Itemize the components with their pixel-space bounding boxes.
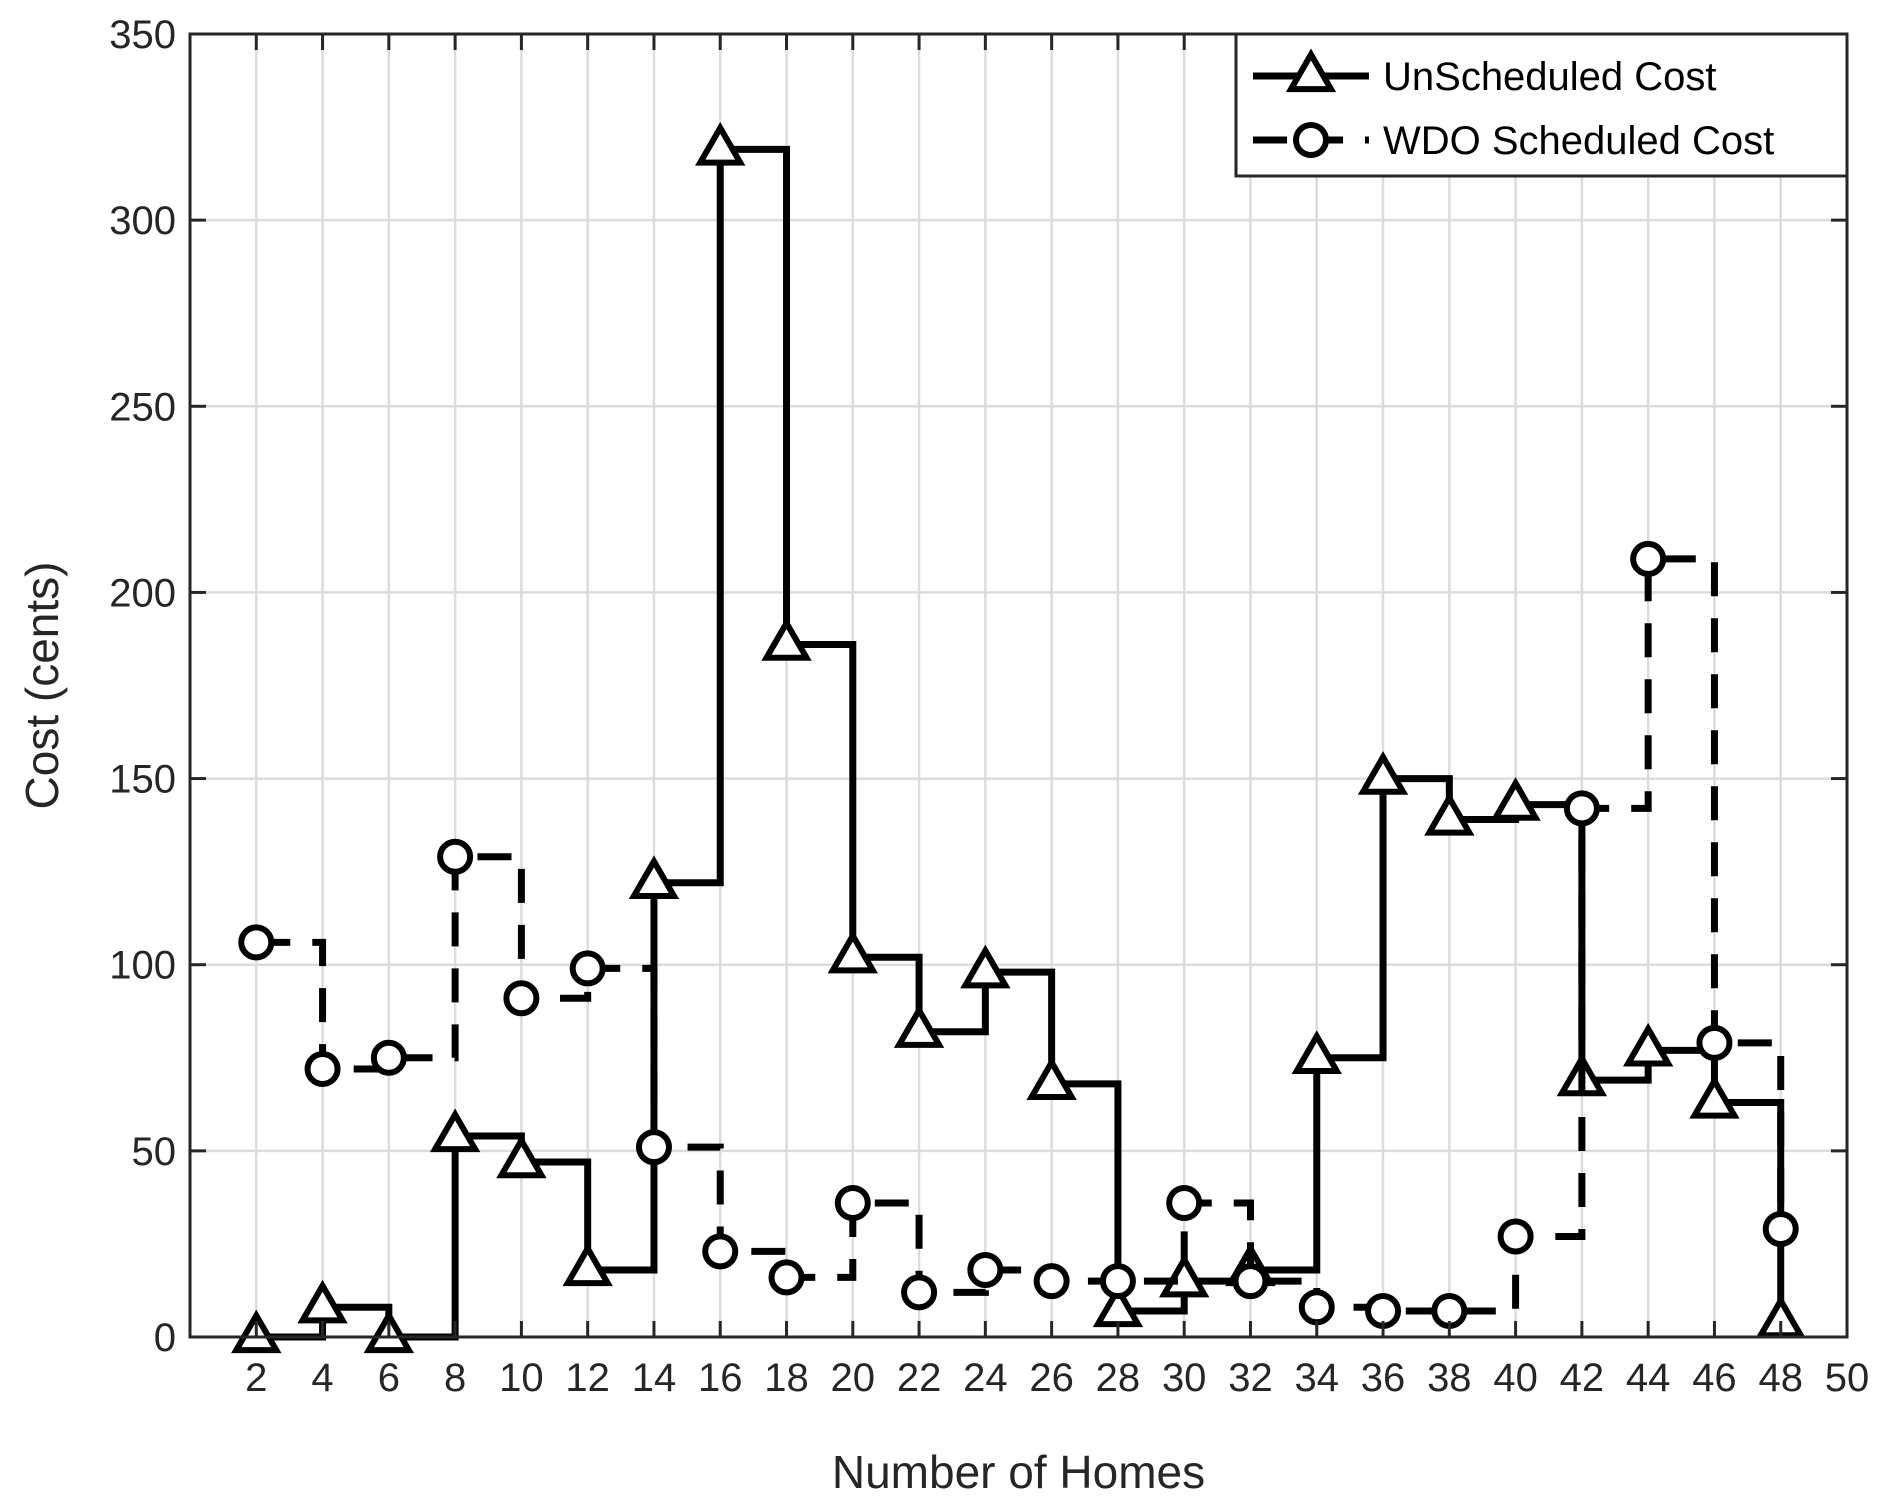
legend-label: UnScheduled Cost [1383, 55, 1717, 99]
y-tick-labels: 0 50 100 150 200 250 300 350 [109, 13, 176, 1360]
y-tick-label: 250 [109, 385, 176, 429]
legend-box [1234, 32, 1849, 178]
triangle-marker [761, 617, 812, 661]
circle-marker [768, 1259, 805, 1296]
x-tick-label: 22 [897, 1356, 942, 1400]
series-line [256, 555, 1785, 1315]
y-tick-label: 50 [132, 1130, 177, 1174]
circle-marker [702, 1233, 739, 1270]
x-tick-label: 14 [632, 1356, 677, 1400]
circle-marker [1762, 1211, 1799, 1248]
y-tick-label: 200 [109, 571, 176, 615]
x-tick-label: 4 [311, 1356, 333, 1400]
triangle-marker [1424, 792, 1475, 836]
x-tick-label: 36 [1361, 1356, 1406, 1400]
x-tick-label: 6 [378, 1356, 400, 1400]
triangle-marker [1490, 777, 1541, 821]
circle-marker [503, 980, 540, 1017]
x-tick-label: 18 [764, 1356, 809, 1400]
x-tick-label: 26 [1029, 1356, 1074, 1400]
legend-triangle-marker [1285, 48, 1337, 93]
circle-marker [1099, 1263, 1136, 1300]
x-tick-label: 34 [1295, 1356, 1340, 1400]
series-lines [231, 121, 1806, 1354]
plot-frame [188, 32, 1849, 1339]
x-tick-label: 38 [1427, 1356, 1472, 1400]
y-axis-label: Cost (cents) [16, 562, 68, 810]
x-tick-label: 42 [1560, 1356, 1605, 1400]
legend-circle-marker [1293, 122, 1329, 158]
circle-marker [1696, 1024, 1733, 1061]
circle-marker [1630, 540, 1667, 577]
y-tick-label: 350 [109, 13, 176, 57]
triangle-marker [827, 929, 878, 974]
y-tick-label: 150 [109, 758, 176, 802]
circle-marker [635, 1129, 672, 1166]
triangle-marker [960, 944, 1011, 989]
x-tick-label: 24 [963, 1356, 1008, 1400]
circle-marker [901, 1274, 938, 1311]
circle-marker [1563, 790, 1600, 827]
x-tick-label: 20 [831, 1356, 876, 1400]
x-tick-labels: 2 4 6 8 10 12 14 16 18 20 22 24 26 28 30 32 34 36 38 40 42 44… [245, 1356, 1869, 1400]
x-tick-label: 30 [1162, 1356, 1207, 1400]
x-tick-label: 50 [1825, 1356, 1870, 1400]
x-tick-label: 48 [1758, 1356, 1803, 1400]
triangle-marker [1689, 1074, 1740, 1119]
triangle-marker [562, 1242, 613, 1287]
triangle-marker [1159, 1253, 1210, 1298]
triangle-marker [1026, 1056, 1077, 1101]
y-tick-label: 100 [109, 944, 176, 988]
triangle-marker [1622, 1022, 1674, 1067]
circle-marker [370, 1039, 407, 1076]
x-tick-label: 10 [499, 1356, 544, 1400]
x-tick-label: 12 [565, 1356, 610, 1400]
circle-marker [1033, 1263, 1070, 1300]
triangle-marker [496, 1134, 547, 1179]
circle-marker [569, 950, 606, 987]
legend-item: WDO Scheduled Cost [1253, 119, 1774, 163]
triangle-marker [429, 1108, 481, 1153]
triangle-marker [1357, 751, 1409, 795]
triangle-marker [1291, 1030, 1342, 1074]
triangle-marker [893, 1004, 945, 1048]
x-tick-label: 16 [698, 1356, 743, 1400]
x-axis-label: Number of Homes [832, 1446, 1205, 1498]
x-tick-label: 2 [245, 1356, 267, 1400]
circle-marker [1298, 1289, 1335, 1326]
x-tick-label: 40 [1493, 1356, 1538, 1400]
x-tick-label: 32 [1228, 1356, 1273, 1400]
circle-marker [1166, 1184, 1203, 1221]
series-wdo-scheduled-cost [238, 540, 1799, 1329]
legend: UnScheduled Cost WDO Scheduled Cost [1234, 32, 1849, 178]
triangle-marker [628, 855, 680, 899]
circle-marker [304, 1050, 341, 1087]
series-unscheduled-cost [231, 121, 1806, 1354]
legend-label: WDO Scheduled Cost [1383, 119, 1774, 163]
y-tick-label: 0 [154, 1316, 176, 1360]
circle-marker [967, 1251, 1004, 1288]
x-tick-label: 44 [1626, 1356, 1671, 1400]
legend-item: UnScheduled Cost [1253, 48, 1717, 99]
y-tick-label: 300 [109, 199, 176, 243]
circle-marker [1497, 1218, 1534, 1255]
x-tick-label: 46 [1692, 1356, 1737, 1400]
x-tick-label: 28 [1096, 1356, 1141, 1400]
triangle-marker [297, 1279, 348, 1324]
circle-marker [1232, 1263, 1269, 1300]
triangle-marker [695, 121, 746, 166]
circle-marker [834, 1184, 871, 1221]
circle-marker [437, 838, 474, 875]
x-tick-label: 8 [444, 1356, 466, 1400]
circle-marker [238, 924, 275, 961]
